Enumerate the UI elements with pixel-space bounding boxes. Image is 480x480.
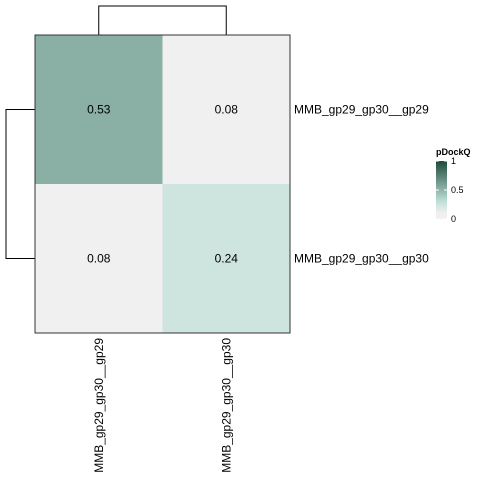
cell-value-labels: 0.53 0.08 0.08 0.24: [87, 103, 238, 266]
row-label: MMB_gp29_gp30__gp29: [294, 103, 429, 117]
heatmap-cell: [162, 184, 290, 333]
legend-ticks: 00.51: [436, 156, 464, 224]
cell-value-label: 0.24: [215, 252, 239, 266]
cell-value-label: 0.08: [87, 252, 111, 266]
column-label: MMB_gp29_gp30__gp29: [92, 338, 106, 473]
column-dendrogram: [98, 5, 227, 35]
heatmap-cell: [162, 35, 290, 184]
heatmap-cell: [35, 35, 163, 184]
heatmap-cell: [35, 184, 163, 333]
row-labels: MMB_gp29_gp30__gp29 MMB_gp29_gp30__gp30: [294, 103, 429, 266]
color-legend: pDockQ 00.51: [436, 147, 471, 224]
legend-title: pDockQ: [436, 147, 471, 157]
row-dendrogram: [5, 109, 35, 259]
legend-color-bar: [436, 161, 447, 219]
cell-value-label: 0.08: [215, 103, 239, 117]
row-label: MMB_gp29_gp30__gp30: [294, 252, 429, 266]
cell-value-label: 0.53: [87, 103, 111, 117]
legend-tick-label: 0: [451, 214, 456, 224]
legend-tick-label: 0.5: [451, 185, 464, 195]
column-label: MMB_gp29_gp30__gp30: [219, 338, 233, 473]
legend-tick-label: 1: [451, 156, 456, 166]
heatmap-cells: [35, 35, 290, 333]
column-labels: MMB_gp29_gp30__gp29 MMB_gp29_gp30__gp30: [92, 338, 234, 473]
row-dendrogram-branch: [5, 109, 35, 259]
heatmap-border: [34, 34, 291, 334]
column-dendrogram-branch: [98, 5, 227, 35]
